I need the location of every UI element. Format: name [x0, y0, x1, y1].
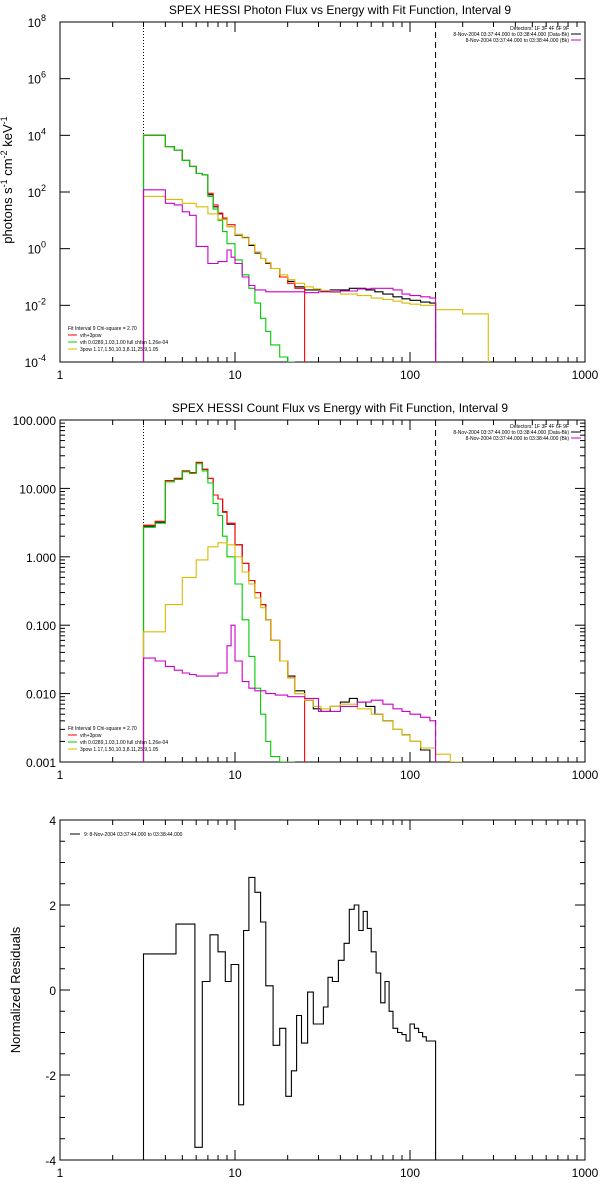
- count-legend-left-entry: Fit Interval 9 Chi-square = 2.70: [68, 726, 137, 732]
- count-x-tick-label: 1000: [572, 768, 599, 782]
- photon-legend-right-entry: 8-Nov-2004 03:37:44.000 to 03:38:44.000 …: [453, 32, 569, 38]
- photon-axes-frame: [59, 21, 586, 363]
- photon-legend-left-entry: vth 0.0289,1.03,1.00 full chfan 1.26e-04: [80, 340, 168, 346]
- count-axes-frame: [59, 419, 586, 763]
- count-chart-title: SPEX HESSI Count Flux vs Energy with Fit…: [172, 401, 508, 415]
- count-legend-left-entry: vth 0.0289,1.03,1.00 full chfan 1.26e-04: [80, 740, 168, 746]
- photon-y-tick-label: 108: [28, 13, 46, 30]
- photon-chart-ylabel: photons s-1 cm-2 keV-1: [0, 116, 15, 243]
- photon-legend-left-entry: Fit Interval 9 Chi-square = 2.70: [68, 326, 137, 332]
- count-x-tick-label: 1: [57, 768, 64, 782]
- photon-y-tick-label: 104: [28, 126, 46, 143]
- photon-x-tick-label: 100: [400, 368, 420, 382]
- residuals-y-tick-label: 0: [49, 984, 56, 998]
- residuals-x-tick-label: 1: [57, 1166, 64, 1180]
- residuals-x-tick-label: 100: [400, 1166, 420, 1180]
- count-series-group: [142, 461, 463, 762]
- residuals-axes-frame: [59, 819, 586, 1161]
- photon-legend-left-entry: vth+3pow: [80, 333, 102, 339]
- photon-series-0-line: [142, 134, 437, 362]
- photon-series-3-line: [142, 195, 489, 362]
- count-y-tick-label: 100.000: [13, 414, 57, 428]
- count-series-3-line: [142, 542, 463, 762]
- photon-series-4-line: [142, 189, 437, 362]
- photon-flux-chart: SPEX HESSI Photon Flux vs Energy with Fi…: [0, 3, 599, 382]
- photon-y-tick-label: 10-2: [25, 296, 46, 313]
- photon-x-tick-label: 10: [228, 368, 242, 382]
- residuals-legend-entry: 9: 8-Nov-2004 03:37:44.000 to 03:38:44.0…: [84, 832, 183, 838]
- count-y-tick-label: 0.100: [26, 619, 56, 633]
- photon-legend-right-entry: Detectors: 1F 3F 4F 6F 9F: [510, 26, 569, 32]
- residuals-y-tick-label: -4: [45, 1154, 56, 1168]
- photon-series-2-line: [142, 134, 295, 362]
- photon-y-tick-label: 10-4: [25, 353, 46, 370]
- residuals-y-tick-label: 4: [49, 814, 56, 828]
- count-series-1-line: [142, 461, 306, 762]
- count-legend-left-entry: vth+3pow: [80, 733, 102, 739]
- residuals-chart-ylabel: Normalized Residuals: [8, 926, 23, 1053]
- photon-y-tick-label: 106: [28, 70, 46, 87]
- residuals-series-group: [142, 876, 437, 1160]
- residuals-chart: Normalized Residuals 1 10 100 1000 -4 -2 0 2 4 9:…: [8, 814, 599, 1180]
- residuals-y-tick-label: 2: [49, 899, 56, 913]
- photon-chart-title: SPEX HESSI Photon Flux vs Energy with Fi…: [169, 3, 511, 17]
- residuals-x-tick-label: 10: [228, 1166, 242, 1180]
- residuals-x-tick-label: 1000: [572, 1166, 599, 1180]
- photon-legend-left-entry: 3pow 1.17,1.50,10.3,8.11,25.9,1.05: [80, 347, 159, 353]
- count-legend-left-entry: 3pow 1.17,1.50,10.3,8.11,25.9,1.05: [80, 747, 159, 753]
- photon-series-1-line: [142, 134, 306, 362]
- count-legend-right-entry: Detectors: 1F 3F 4F 6F 9F: [510, 424, 569, 430]
- count-y-tick-label: 1.000: [26, 551, 56, 565]
- photon-series-group: [142, 134, 489, 362]
- count-y-tick-label: 10.000: [19, 482, 56, 496]
- count-x-tick-label: 10: [228, 768, 242, 782]
- residuals-y-tick-label: -2: [45, 1069, 56, 1083]
- photon-x-tick-label: 1: [57, 368, 64, 382]
- count-legend-right-entry: 8-Nov-2004 03:37:44.000 to 03:38:44.000 …: [466, 436, 570, 442]
- count-x-tick-label: 100: [400, 768, 420, 782]
- photon-y-tick-label: 102: [28, 183, 46, 200]
- photon-x-tick-label: 1000: [572, 368, 599, 382]
- residuals-series-0-line: [142, 876, 437, 1160]
- count-y-tick-label: 0.010: [26, 688, 56, 702]
- count-y-tick-label: 0.001: [26, 756, 56, 770]
- count-series-0-line: [142, 461, 436, 762]
- photon-legend-right-entry: 8-Nov-2004 03:37:44.000 to 03:38:44.000 …: [466, 38, 570, 44]
- count-series-2-line: [142, 463, 295, 762]
- photon-y-tick-label: 100: [28, 240, 46, 257]
- count-flux-chart: SPEX HESSI Count Flux vs Energy with Fit…: [13, 401, 599, 782]
- count-series-4-line: [142, 624, 437, 762]
- count-legend-right-entry: 8-Nov-2004 03:37:44.000 to 03:38:44.000 …: [453, 430, 569, 436]
